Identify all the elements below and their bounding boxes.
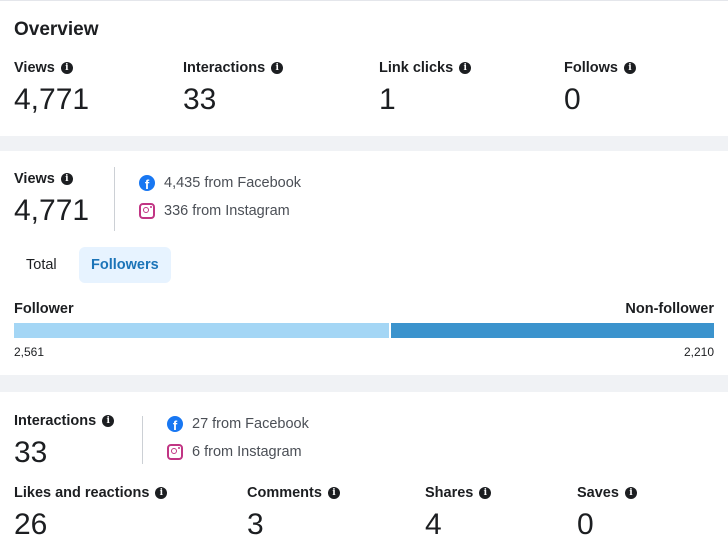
source-instagram: 6 from Instagram: [167, 444, 302, 460]
interactions-value: 33: [14, 436, 48, 469]
metric-value: 26: [14, 508, 48, 541]
facebook-icon: f: [167, 416, 183, 432]
metric-value: 33: [183, 83, 217, 116]
facebook-icon: f: [139, 175, 155, 191]
views-value: 4,771: [14, 194, 90, 227]
metric-value: 4: [425, 508, 442, 541]
interactions-label: Interactions: [14, 413, 97, 429]
metric-label: Interactions: [183, 60, 266, 76]
metric-label: Likes and reactions: [14, 485, 150, 501]
metric-saves: Saves i 0: [577, 484, 637, 542]
metric-value: 1: [379, 83, 396, 116]
source-text: 4,435 from Facebook: [164, 175, 302, 191]
info-icon[interactable]: i: [479, 487, 492, 499]
divider: [114, 167, 115, 231]
info-icon[interactable]: i: [327, 487, 340, 499]
interactions-card: Interactions i 33 f 27 from Facebook 6 f…: [0, 392, 728, 555]
metric-likes-and-reactions: Likes and reactions i 26: [14, 484, 168, 542]
instagram-icon: [167, 444, 183, 460]
info-icon[interactable]: i: [623, 62, 636, 74]
metric-value: 0: [564, 83, 581, 116]
metric-follows: Follows i 0: [564, 59, 636, 117]
info-icon[interactable]: i: [60, 62, 73, 74]
info-icon[interactable]: i: [459, 62, 472, 74]
metric-comments: Comments i 3: [247, 484, 340, 542]
non-follower-value: 2,210: [683, 345, 714, 359]
overview-title: Overview: [14, 19, 99, 40]
source-text: 27 from Facebook: [192, 416, 309, 432]
non-follower-bar: [391, 323, 714, 338]
non-follower-label: Non-follower: [625, 301, 714, 317]
views-card: Views i 4,771 f 4,435 from Facebook 336 …: [0, 151, 728, 375]
metric-shares: Shares i 4: [425, 484, 492, 542]
overview-card: Overview Views i 4,771 Interactions i 33…: [0, 0, 728, 136]
metric-value: 4,771: [14, 83, 90, 116]
metric-label: Saves: [577, 485, 619, 501]
source-text: 336 from Instagram: [164, 203, 290, 219]
metric-label: Link clicks: [379, 60, 454, 76]
instagram-icon: [139, 203, 155, 219]
interactions-summary: Interactions i 33: [14, 412, 115, 470]
metric-label: Comments: [247, 485, 322, 501]
metric-views: Views i 4,771: [14, 59, 89, 117]
tab-total[interactable]: Total: [26, 257, 57, 273]
info-icon[interactable]: i: [102, 415, 115, 427]
source-instagram: 336 from Instagram: [139, 203, 290, 219]
follower-label: Follower: [14, 301, 74, 317]
info-icon[interactable]: i: [155, 487, 168, 499]
tab-followers[interactable]: Followers: [79, 247, 171, 283]
follower-value: 2,561: [14, 345, 45, 359]
metric-label: Shares: [425, 485, 474, 501]
metric-value: 3: [247, 508, 264, 541]
metric-value: 0: [577, 508, 594, 541]
info-icon[interactable]: i: [271, 62, 284, 74]
metric-link-clicks: Link clicks i 1: [379, 59, 472, 117]
metric-interactions: Interactions i 33: [183, 59, 284, 117]
views-summary: Views i 4,771: [14, 170, 89, 228]
source-facebook: f 27 from Facebook: [167, 416, 309, 432]
info-icon[interactable]: i: [60, 173, 73, 185]
follower-bar: [14, 323, 389, 338]
source-facebook: f 4,435 from Facebook: [139, 175, 301, 191]
metric-label: Follows: [564, 60, 618, 76]
info-icon[interactable]: i: [624, 487, 637, 499]
source-text: 6 from Instagram: [192, 444, 302, 460]
metric-label: Views: [14, 60, 55, 76]
divider: [142, 416, 143, 464]
views-label: Views: [14, 171, 55, 187]
